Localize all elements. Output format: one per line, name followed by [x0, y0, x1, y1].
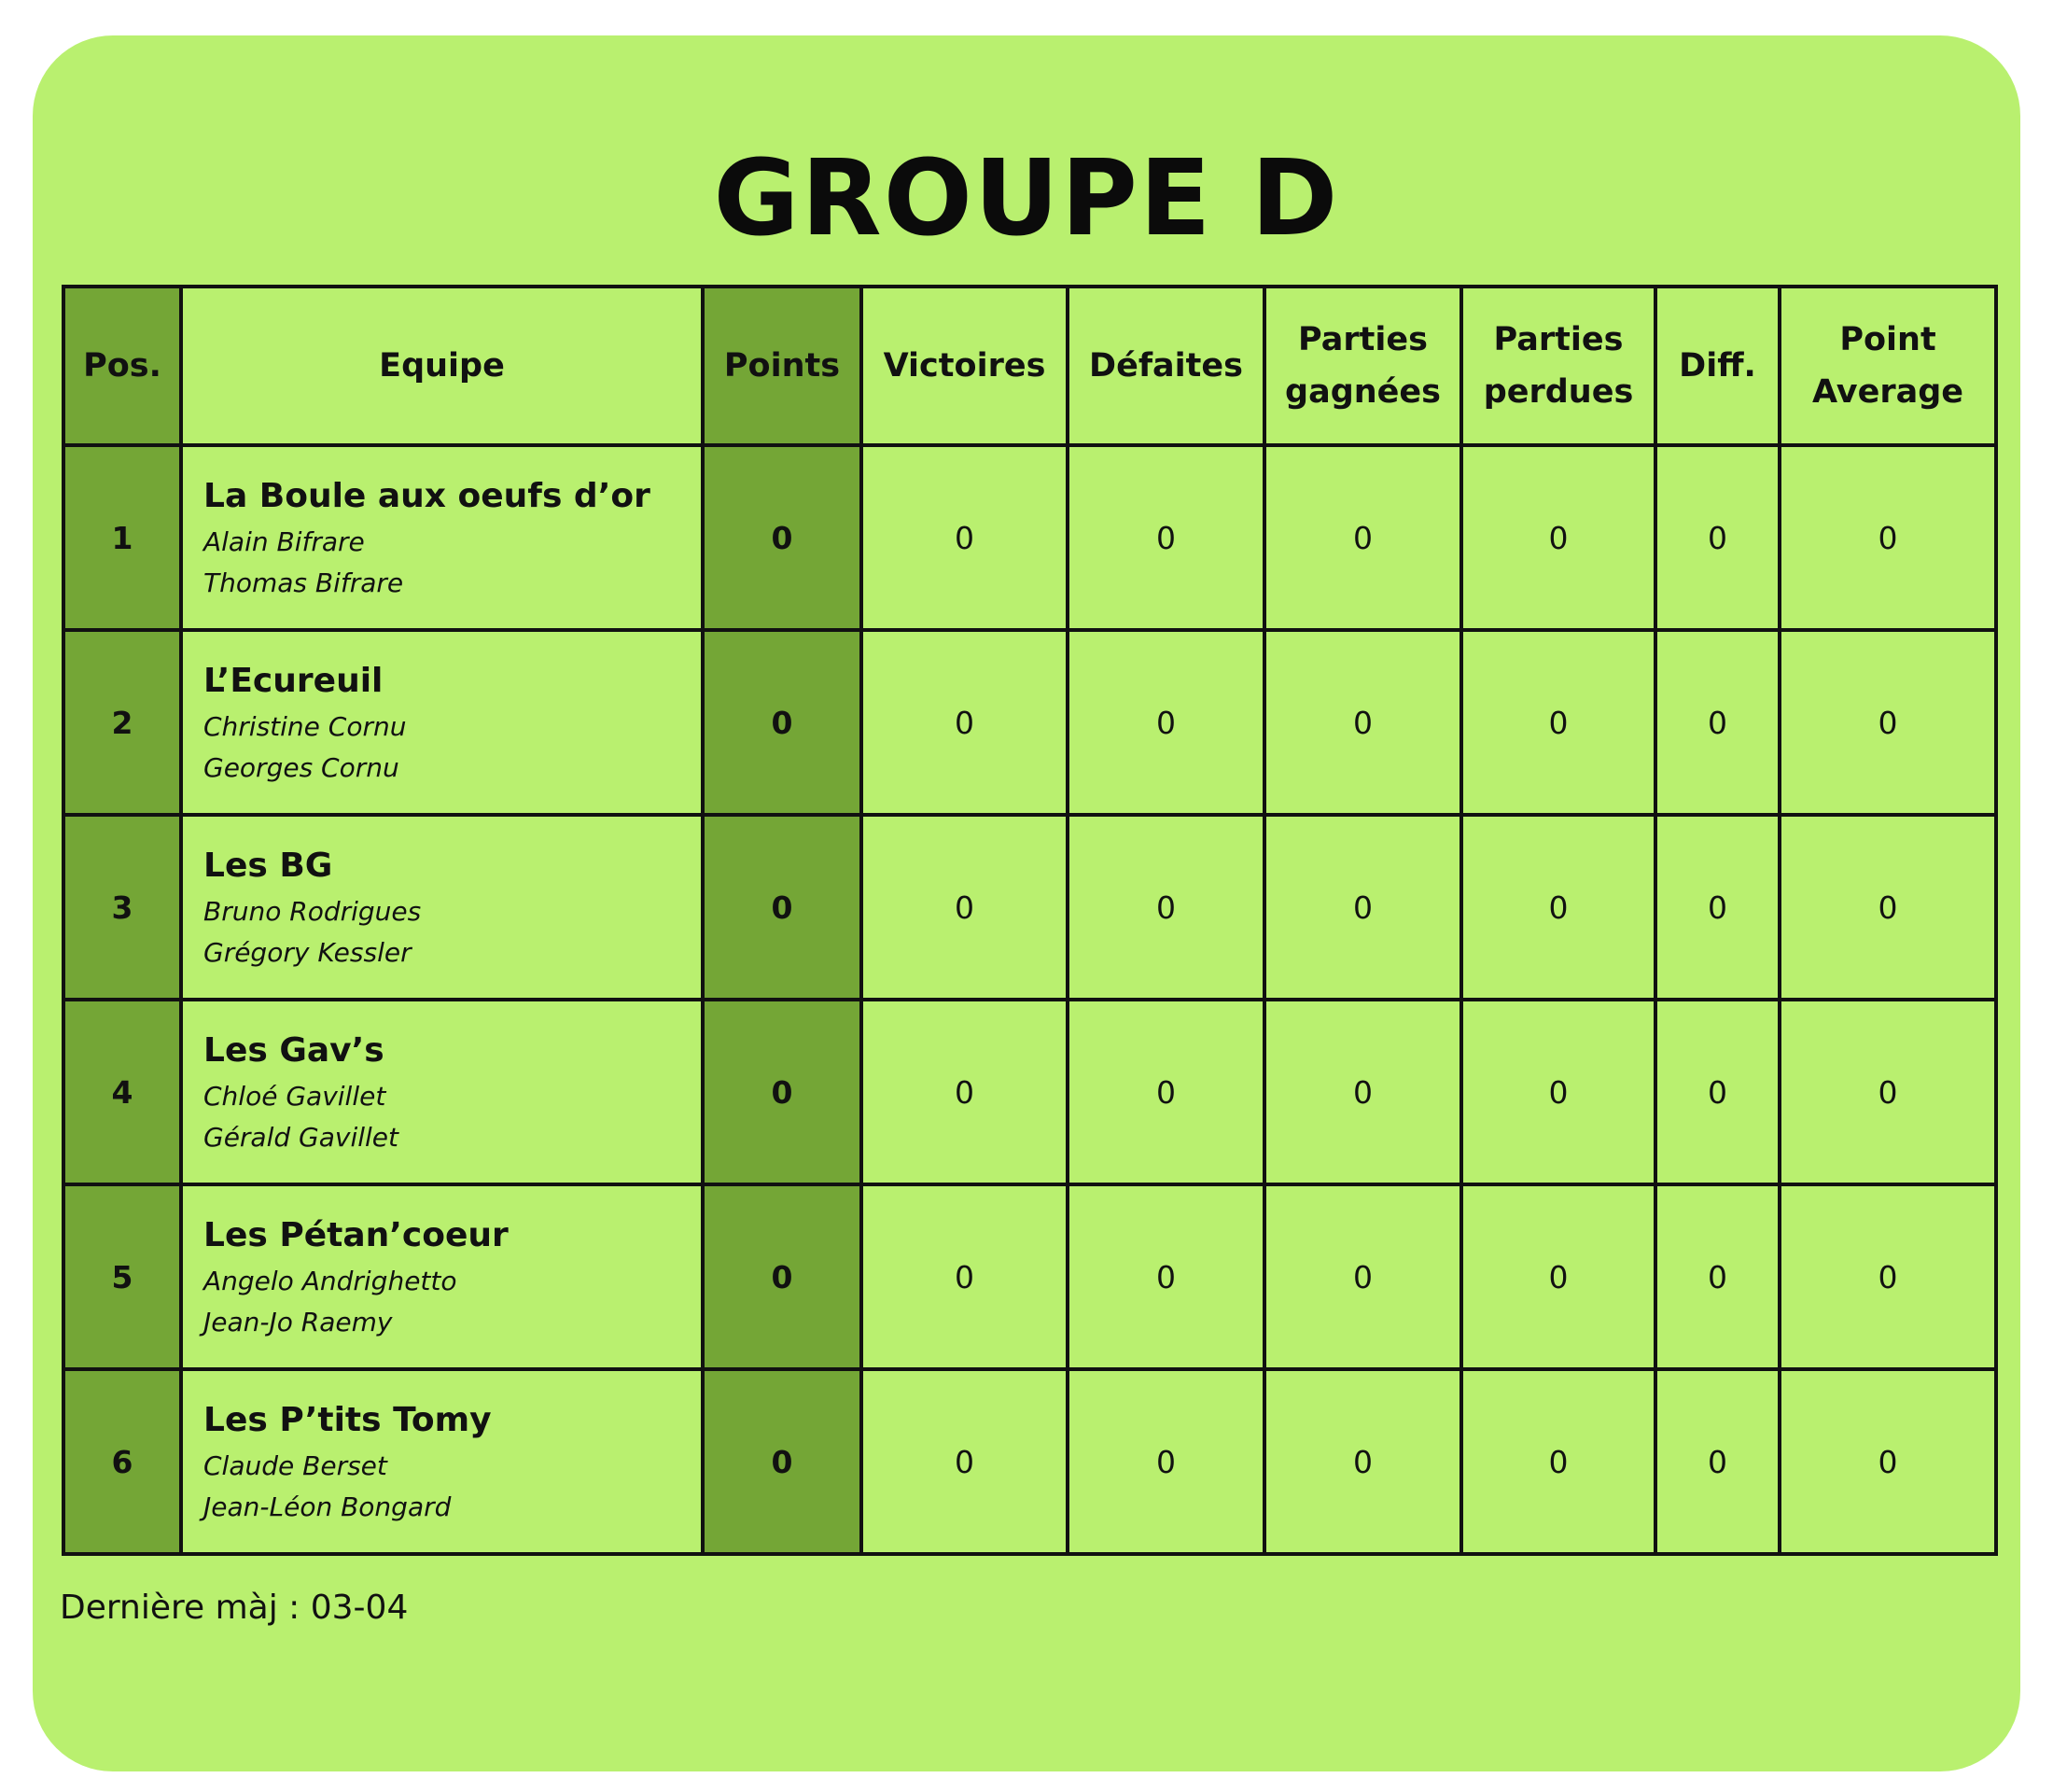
player-name: Grégory Kessler: [203, 937, 412, 968]
diff: 0: [1654, 628, 1781, 817]
team-name: Les Pétan’coeur: [203, 1216, 509, 1254]
table-row: 1 La Boule aux oeufs d’or Alain Bifrare …: [62, 443, 1998, 632]
defaites: 0: [1066, 1367, 1266, 1556]
diff: 0: [1654, 998, 1781, 1186]
table-row: 4 Les Gav’s Chloé Gavillet Gérald Gavill…: [62, 998, 1998, 1186]
player-name: Bruno Rodrigues: [203, 896, 422, 927]
team-name: La Boule aux oeufs d’or: [203, 477, 650, 515]
header-pos: Pos.: [62, 285, 183, 447]
position: 1: [62, 443, 183, 632]
team-cell: Les Gav’s Chloé Gavillet Gérald Gavillet: [179, 998, 705, 1186]
header-row: Pos. Equipe Points Victoires Défaites Pa…: [62, 285, 1998, 447]
team-cell: L’Ecureuil Christine Cornu Georges Cornu: [179, 628, 705, 817]
parties-gagnees: 0: [1263, 813, 1463, 1001]
team-name: Les BG: [203, 847, 333, 885]
parties-gagnees: 0: [1263, 1183, 1463, 1371]
points: 0: [701, 1367, 863, 1556]
player-name: Claude Berset: [203, 1450, 387, 1481]
victoires: 0: [859, 1367, 1069, 1556]
parties-gagnees: 0: [1263, 998, 1463, 1186]
header-diff: Diff.: [1654, 285, 1781, 447]
diff: 0: [1654, 1367, 1781, 1556]
player-name: Chloé Gavillet: [203, 1081, 386, 1112]
points: 0: [701, 628, 863, 817]
header-equipe: Equipe: [179, 285, 705, 447]
standings-table: Pos. Equipe Points Victoires Défaites Pa…: [62, 285, 1998, 1556]
header-points: Points: [701, 285, 863, 447]
parties-perdues: 0: [1459, 1367, 1657, 1556]
parties-gagnees: 0: [1263, 443, 1463, 632]
page-title: Groupe D: [713, 138, 1340, 259]
diff: 0: [1654, 813, 1781, 1001]
last-update: Dernière màj : 03-04: [60, 1589, 409, 1627]
defaites: 0: [1066, 813, 1266, 1001]
player-name: Jean-Jo Raemy: [203, 1307, 393, 1337]
player-name: Jean-Léon Bongard: [203, 1491, 452, 1522]
parties-gagnees: 0: [1263, 628, 1463, 817]
points: 0: [701, 998, 863, 1186]
team-cell: Les Pétan’coeur Angelo Andrighetto Jean-…: [179, 1183, 705, 1371]
victoires: 0: [859, 998, 1069, 1186]
parties-perdues: 0: [1459, 443, 1657, 632]
player-name: Georges Cornu: [203, 752, 399, 783]
table-row: 6 Les P’tits Tomy Claude Berset Jean-Léo…: [62, 1367, 1998, 1556]
table-row: 5 Les Pétan’coeur Angelo Andrighetto Jea…: [62, 1183, 1998, 1371]
parties-perdues: 0: [1459, 1183, 1657, 1371]
point-average: 0: [1778, 1367, 1998, 1556]
points: 0: [701, 443, 863, 632]
header-parties-gagnees: Parties gagnées: [1263, 285, 1463, 447]
player-name: Christine Cornu: [203, 711, 407, 742]
defaites: 0: [1066, 443, 1266, 632]
parties-perdues: 0: [1459, 813, 1657, 1001]
team-name: L’Ecureuil: [203, 662, 384, 700]
victoires: 0: [859, 628, 1069, 817]
parties-gagnees: 0: [1263, 1367, 1463, 1556]
parties-perdues: 0: [1459, 628, 1657, 817]
player-name: Thomas Bifrare: [203, 567, 404, 598]
position: 4: [62, 998, 183, 1186]
victoires: 0: [859, 1183, 1069, 1371]
header-point-average: Point Average: [1778, 285, 1998, 447]
points: 0: [701, 1183, 863, 1371]
table-row: 2 L’Ecureuil Christine Cornu Georges Cor…: [62, 628, 1998, 817]
position: 5: [62, 1183, 183, 1371]
team-name: Les P’tits Tomy: [203, 1401, 492, 1439]
parties-perdues: 0: [1459, 998, 1657, 1186]
position: 2: [62, 628, 183, 817]
point-average: 0: [1778, 628, 1998, 817]
points: 0: [701, 813, 863, 1001]
point-average: 0: [1778, 998, 1998, 1186]
header-parties-perdues: Parties perdues: [1459, 285, 1657, 447]
diff: 0: [1654, 1183, 1781, 1371]
defaites: 0: [1066, 628, 1266, 817]
player-name: Gérald Gavillet: [203, 1122, 399, 1153]
diff: 0: [1654, 443, 1781, 632]
table-row: 3 Les BG Bruno Rodrigues Grégory Kessler…: [62, 813, 1998, 1001]
point-average: 0: [1778, 813, 1998, 1001]
position: 6: [62, 1367, 183, 1556]
point-average: 0: [1778, 443, 1998, 632]
team-cell: Les BG Bruno Rodrigues Grégory Kessler: [179, 813, 705, 1001]
victoires: 0: [859, 443, 1069, 632]
team-cell: Les P’tits Tomy Claude Berset Jean-Léon …: [179, 1367, 705, 1556]
team-cell: La Boule aux oeufs d’or Alain Bifrare Th…: [179, 443, 705, 632]
header-victoires: Victoires: [859, 285, 1069, 447]
victoires: 0: [859, 813, 1069, 1001]
defaites: 0: [1066, 1183, 1266, 1371]
team-name: Les Gav’s: [203, 1031, 384, 1070]
player-name: Alain Bifrare: [203, 526, 365, 557]
position: 3: [62, 813, 183, 1001]
player-name: Angelo Andrighetto: [203, 1266, 457, 1296]
point-average: 0: [1778, 1183, 1998, 1371]
header-defaites: Défaites: [1066, 285, 1266, 447]
defaites: 0: [1066, 998, 1266, 1186]
